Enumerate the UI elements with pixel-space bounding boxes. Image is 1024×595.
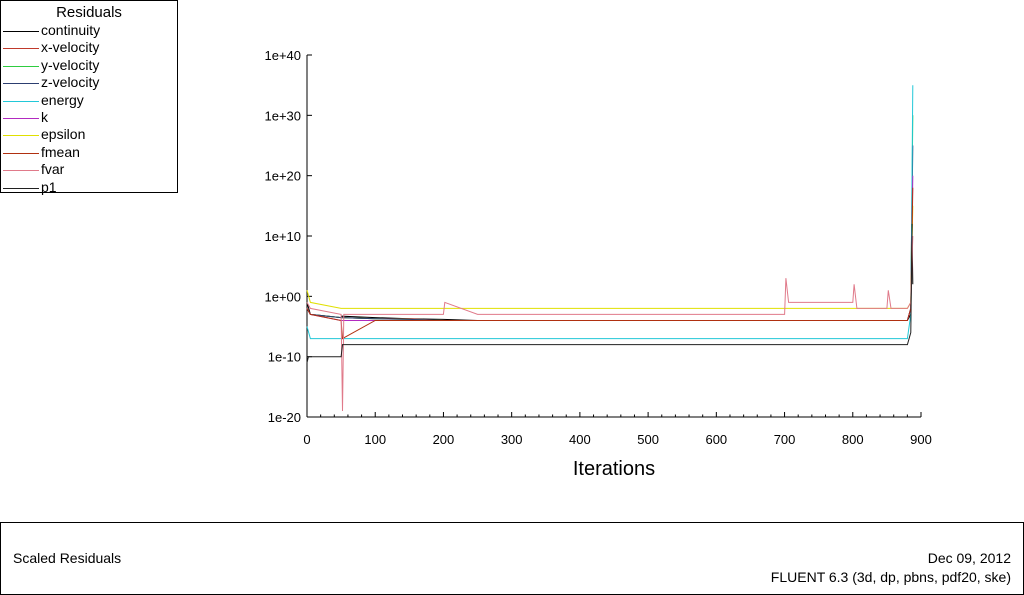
legend-label: y-velocity <box>41 56 100 73</box>
x-tick-label: 400 <box>569 432 591 447</box>
x-tick-label: 800 <box>842 432 864 447</box>
legend-item: continuity <box>1 22 177 39</box>
legend-label: continuity <box>41 22 101 38</box>
legend-swatch <box>3 135 39 137</box>
y-tick-label: 1e-20 <box>268 410 301 425</box>
legend-item: k <box>1 109 177 126</box>
legend-swatch <box>3 152 39 154</box>
legend-swatch <box>3 31 39 32</box>
y-tick-label: 1e+10 <box>264 229 301 244</box>
series-line-energy <box>306 85 914 340</box>
legend-swatch <box>3 48 39 50</box>
legend-title: Residuals <box>56 4 122 21</box>
y-tick-label: 1e+40 <box>264 48 301 63</box>
y-tick-label: 1e+00 <box>264 289 301 304</box>
legend: Residuals continuity x-velocity y-velocity… <box>0 0 178 196</box>
legend-swatch <box>3 100 39 102</box>
legend-label: energy <box>41 91 84 108</box>
legend-item: z-velocity <box>1 74 177 91</box>
legend-label: k <box>41 108 48 125</box>
legend-item: energy <box>1 92 177 109</box>
legend-swatch <box>3 83 39 85</box>
series-line-epsilon <box>306 205 914 309</box>
x-axis-label: Iterations <box>573 458 655 480</box>
footer-title: Scaled Residuals <box>13 550 122 566</box>
series-line-x-velocity <box>306 175 913 321</box>
y-tick-label: 1e+20 <box>264 169 301 184</box>
legend-swatch <box>3 65 39 67</box>
legend-item: fmean <box>1 144 177 161</box>
legend-item: x-velocity <box>1 39 177 56</box>
y-tick-label: 1e-10 <box>268 350 301 365</box>
series-line-z-velocity <box>306 145 914 321</box>
x-tick-label: 600 <box>705 432 727 447</box>
series-line-fmean <box>306 187 914 340</box>
footer-date: Dec 09, 2012 <box>927 550 1011 566</box>
footer: Scaled Residuals Dec 09, 2012 FLUENT 6.3… <box>0 522 1024 595</box>
legend-label: p1 <box>41 178 57 195</box>
x-tick-label: 700 <box>774 432 796 447</box>
footer-version: FLUENT 6.3 (3d, dp, pbns, pdf20, ske) <box>770 569 1011 585</box>
series-line-k <box>306 175 914 321</box>
legend-label: fvar <box>41 161 65 178</box>
legend-label: epsilon <box>41 126 86 143</box>
legend-swatch <box>3 117 39 119</box>
legend-item: p1 <box>1 179 177 196</box>
legend-swatch <box>3 170 39 172</box>
series-line-y-velocity <box>306 115 914 321</box>
series-line-continuity <box>306 235 914 321</box>
x-tick-label: 100 <box>364 432 386 447</box>
legend-item: fvar <box>1 161 177 178</box>
series-layer <box>306 85 914 412</box>
series-line-p1 <box>306 223 913 363</box>
x-tick-label: 200 <box>433 432 455 447</box>
series-line-fvar <box>306 235 914 412</box>
legend-label: x-velocity <box>41 39 100 56</box>
legend-label: z-velocity <box>41 74 100 91</box>
legend-item: epsilon <box>1 126 177 143</box>
x-tick-label: 0 <box>303 432 310 447</box>
legend-items: continuity x-velocity y-velocity z-velocity… <box>1 22 177 196</box>
residuals-plot: 0 100 200 300 400 500 600 700 800 900 1e-20 1e-10 1e… <box>264 48 931 480</box>
legend-swatch <box>3 187 39 189</box>
plot-axes: 0 100 200 300 400 500 600 700 800 900 1e-20 1e-10 1e… <box>264 48 931 447</box>
y-tick-label: 1e+30 <box>264 108 301 123</box>
legend-label: fmean <box>41 143 80 160</box>
legend-item: y-velocity <box>1 57 177 74</box>
x-tick-label: 500 <box>637 432 659 447</box>
x-tick-label: 900 <box>910 432 932 447</box>
x-tick-label: 300 <box>501 432 523 447</box>
